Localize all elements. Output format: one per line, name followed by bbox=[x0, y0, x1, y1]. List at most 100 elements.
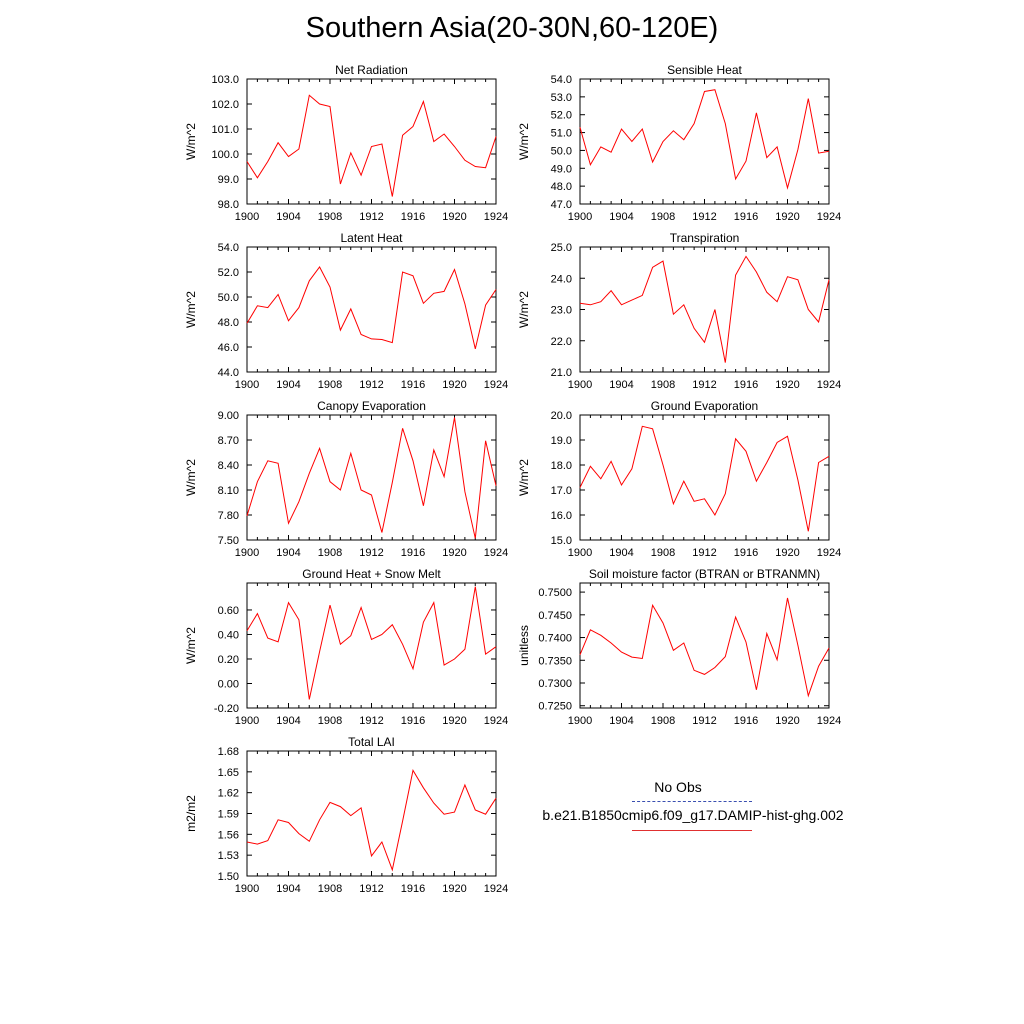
panel-1-xtick-label: 1908 bbox=[318, 211, 342, 223]
legend-obs-label: No Obs bbox=[654, 779, 702, 795]
panel-8-xtick-label: 1904 bbox=[609, 715, 633, 727]
panel-1-ytick-label: 103.0 bbox=[211, 74, 239, 86]
panel-4-ytick-label: 24.0 bbox=[551, 273, 572, 285]
panel-1-series-line bbox=[246, 94, 497, 197]
panel-2-ytick-label: 51.0 bbox=[551, 128, 572, 140]
panel-6-ytick-label: 15.0 bbox=[551, 535, 572, 547]
panel-7-series-line bbox=[246, 586, 497, 700]
panel-2-title: Sensible Heat bbox=[667, 63, 742, 77]
panel-5-ytick-label: 8.70 bbox=[218, 435, 239, 447]
panel-7-ytick-label: 0.40 bbox=[218, 629, 239, 641]
panel-8-xtick-label: 1920 bbox=[775, 715, 799, 727]
panel-3-xtick-label: 1908 bbox=[318, 379, 342, 391]
panel-6-ylabel: W/m^2 bbox=[517, 459, 531, 496]
panel-6-series-line bbox=[579, 425, 830, 532]
panel-4-xtick-label: 1908 bbox=[651, 379, 675, 391]
panel-4-ytick-label: 25.0 bbox=[551, 242, 572, 254]
panel-5-xtick-label: 1916 bbox=[401, 547, 425, 559]
panel-5-frame bbox=[246, 414, 497, 541]
panel-5-xtick-label: 1904 bbox=[276, 547, 300, 559]
panel-1-title: Net Radiation bbox=[335, 63, 408, 77]
panel-5-xtick-label: 1900 bbox=[235, 547, 259, 559]
panel-5-ytick-label: 8.40 bbox=[218, 460, 239, 472]
panel-5-series-line bbox=[246, 417, 497, 539]
panel-9-ylabel: m2/m2 bbox=[184, 795, 198, 832]
panel-8-xtick-label: 1916 bbox=[734, 715, 758, 727]
panel-9-xtick-label: 1904 bbox=[276, 883, 300, 895]
panel-1-ytick-label: 101.0 bbox=[211, 124, 239, 136]
panel-4-xtick-label: 1904 bbox=[609, 379, 633, 391]
panel-2-frame bbox=[579, 78, 830, 205]
panel-8-ytick-label: 0.7350 bbox=[538, 655, 572, 667]
panel-6-xtick-label: 1916 bbox=[734, 547, 758, 559]
panel-3-series-line bbox=[246, 266, 497, 350]
panel-8-ytick-label: 0.7450 bbox=[538, 610, 572, 622]
panel-3-ytick-label: 54.0 bbox=[218, 242, 239, 254]
panel-1-xtick-label: 1912 bbox=[359, 211, 383, 223]
panel-2-xtick-label: 1916 bbox=[734, 211, 758, 223]
panel-8-ylabel: unitless bbox=[517, 625, 531, 666]
panel-2-xtick-label: 1904 bbox=[609, 211, 633, 223]
panel-1-frame bbox=[246, 78, 497, 205]
panel-9-ytick-label: 1.65 bbox=[218, 767, 239, 779]
panel-9-ytick-label: 1.59 bbox=[218, 809, 239, 821]
panel-2-series-line bbox=[579, 89, 830, 190]
panel-3-xtick-label: 1900 bbox=[235, 379, 259, 391]
panel-6-ytick-label: 20.0 bbox=[551, 410, 572, 422]
legend-obs-line bbox=[632, 801, 752, 802]
panel-5-xtick-label: 1908 bbox=[318, 547, 342, 559]
panel-3-title: Latent Heat bbox=[340, 231, 403, 245]
legend-model-line bbox=[632, 830, 752, 831]
panel-2-ylabel: W/m^2 bbox=[517, 123, 531, 160]
panel-1-ylabel: W/m^2 bbox=[184, 123, 198, 160]
figure-title: Southern Asia(20-30N,60-120E) bbox=[305, 12, 719, 44]
panel-7-ytick-label: 0.60 bbox=[218, 605, 239, 617]
panel-2-xtick-label: 1924 bbox=[817, 211, 841, 223]
panel-2-ytick-label: 50.0 bbox=[551, 145, 572, 157]
panel-6-xtick-label: 1920 bbox=[775, 547, 799, 559]
panel-3-xtick-label: 1904 bbox=[276, 379, 300, 391]
panel-2-ytick-label: 54.0 bbox=[551, 74, 572, 86]
panel-6-ytick-label: 16.0 bbox=[551, 510, 572, 522]
panel-2-xtick-label: 1908 bbox=[651, 211, 675, 223]
panel-8-ytick-label: 0.7500 bbox=[538, 587, 572, 599]
panel-7-xtick-label: 1920 bbox=[442, 715, 466, 727]
panel-7-xtick-label: 1900 bbox=[235, 715, 259, 727]
panel-4-xtick-label: 1916 bbox=[734, 379, 758, 391]
panel-5-ytick-label: 8.10 bbox=[218, 485, 239, 497]
panel-1-ytick-label: 102.0 bbox=[211, 99, 239, 111]
panel-7-ytick-label: 0.20 bbox=[218, 654, 239, 666]
panel-9-frame bbox=[246, 750, 497, 877]
panel-8-xtick-label: 1908 bbox=[651, 715, 675, 727]
panel-8-title: Soil moisture factor (BTRAN or BTRANMN) bbox=[589, 567, 820, 581]
panel-8-xtick-label: 1912 bbox=[692, 715, 716, 727]
panel-5-ytick-label: 9.00 bbox=[218, 410, 239, 422]
panel-1-ytick-label: 100.0 bbox=[211, 149, 239, 161]
panel-9-xtick-label: 1912 bbox=[359, 883, 383, 895]
panel-9-ytick-label: 1.50 bbox=[218, 871, 239, 883]
panel-9-title: Total LAI bbox=[348, 735, 395, 749]
panel-1-xtick-label: 1904 bbox=[276, 211, 300, 223]
panel-7-ytick-label: 0.00 bbox=[218, 678, 239, 690]
panel-8-series-line bbox=[579, 597, 830, 698]
panel-9-ytick-label: 1.56 bbox=[218, 829, 239, 841]
panel-7-xtick-label: 1912 bbox=[359, 715, 383, 727]
panel-9-xtick-label: 1908 bbox=[318, 883, 342, 895]
panel-4-xtick-label: 1920 bbox=[775, 379, 799, 391]
panel-3-xtick-label: 1924 bbox=[484, 379, 508, 391]
panel-7-xtick-label: 1924 bbox=[484, 715, 508, 727]
panel-6-xtick-label: 1900 bbox=[568, 547, 592, 559]
panel-9-xtick-label: 1916 bbox=[401, 883, 425, 895]
panel-4-series-line bbox=[579, 255, 830, 363]
panel-6-title: Ground Evaporation bbox=[651, 399, 758, 413]
panel-4-xtick-label: 1900 bbox=[568, 379, 592, 391]
panel-3-ytick-label: 52.0 bbox=[218, 267, 239, 279]
panel-3-xtick-label: 1912 bbox=[359, 379, 383, 391]
panel-8-frame bbox=[579, 582, 830, 709]
panel-6-ytick-label: 17.0 bbox=[551, 485, 572, 497]
panel-7-title: Ground Heat + Snow Melt bbox=[302, 567, 441, 581]
panel-9-ytick-label: 1.53 bbox=[218, 850, 239, 862]
panel-4-ytick-label: 23.0 bbox=[551, 305, 572, 317]
panel-5-ytick-label: 7.80 bbox=[218, 510, 239, 522]
